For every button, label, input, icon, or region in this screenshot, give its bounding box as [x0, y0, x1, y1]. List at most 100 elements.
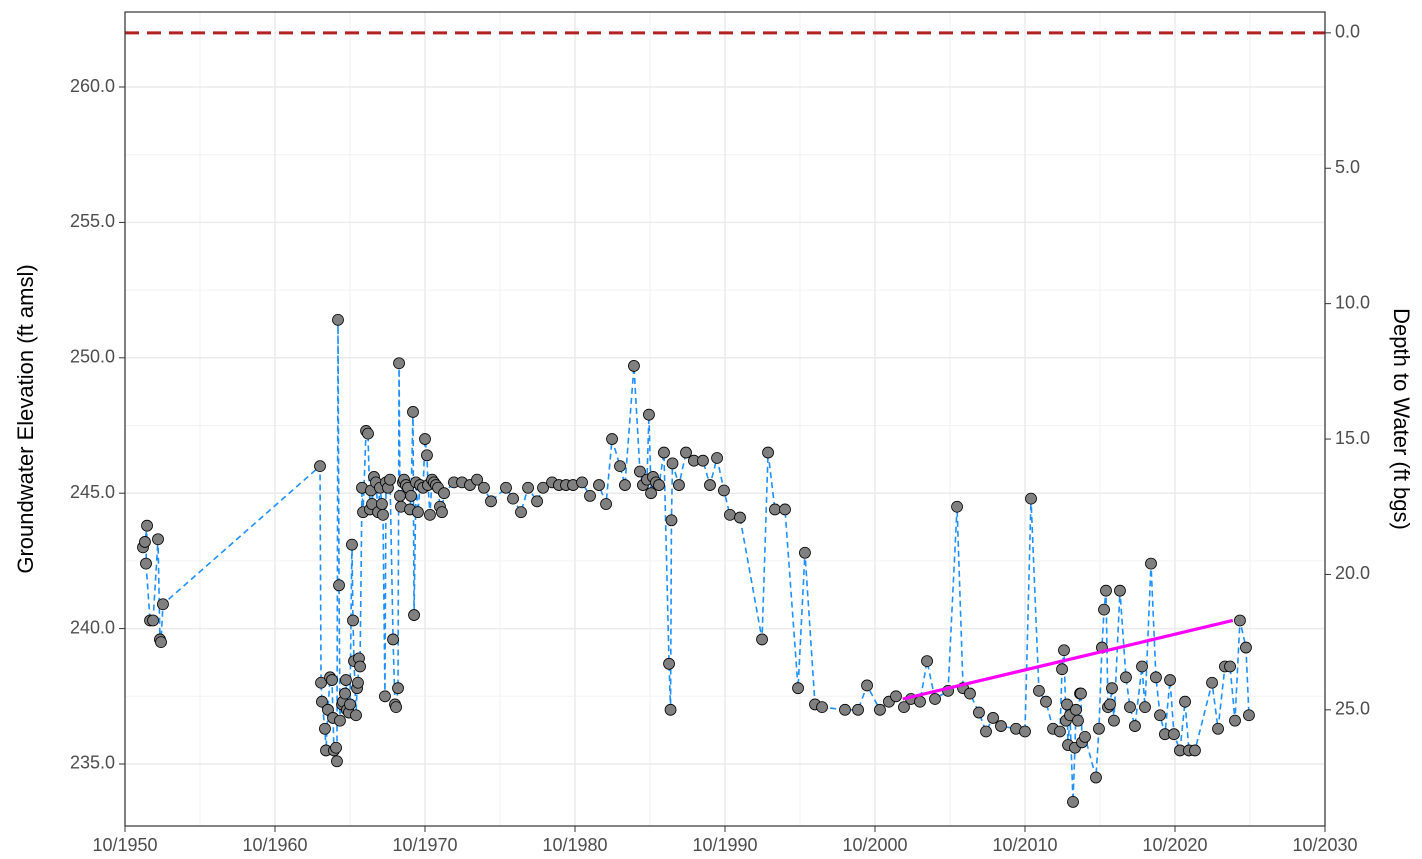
- y-tick-label: 240.0: [70, 617, 115, 637]
- data-point: [628, 360, 640, 372]
- data-point: [606, 433, 618, 445]
- data-point: [1108, 714, 1120, 727]
- data-point: [1104, 698, 1116, 711]
- data-point: [874, 703, 886, 716]
- data-point: [147, 614, 159, 627]
- data-point: [1033, 684, 1045, 697]
- data-point: [1058, 644, 1070, 657]
- data-point: [584, 490, 596, 502]
- data-point: [139, 536, 151, 548]
- y2-axis-title: Depth to Water (ft bgs): [1389, 308, 1414, 530]
- data-point: [1019, 725, 1031, 738]
- y2-tick-label: 0.0: [1335, 22, 1360, 42]
- data-point: [576, 476, 588, 489]
- data-point: [319, 722, 331, 735]
- series-line: [902, 618, 1234, 701]
- data-point: [852, 703, 864, 716]
- data-point: [1240, 641, 1252, 654]
- x-tick-label: 10/2030: [1292, 835, 1357, 855]
- data-point: [614, 460, 626, 473]
- data-point: [421, 449, 433, 462]
- data-point: [680, 446, 692, 459]
- data-point: [973, 706, 985, 719]
- data-point: [471, 473, 483, 486]
- data-point: [914, 695, 926, 708]
- data-point: [1025, 492, 1037, 505]
- x-tick-label: 10/1960: [242, 835, 307, 855]
- data-point: [379, 690, 391, 703]
- data-point: [1072, 714, 1084, 727]
- data-point: [1093, 722, 1105, 735]
- data-point: [394, 490, 406, 502]
- data-point: [724, 508, 736, 521]
- data-point: [645, 487, 657, 500]
- data-point: [152, 533, 164, 546]
- data-point: [141, 519, 153, 532]
- data-point: [762, 446, 774, 459]
- data-point: [376, 498, 388, 510]
- data-point: [1212, 722, 1224, 735]
- data-point: [1168, 728, 1180, 741]
- data-point: [1154, 709, 1166, 722]
- data-point: [384, 473, 396, 486]
- data-point: [140, 557, 152, 570]
- data-point: [350, 709, 362, 722]
- data-point: [408, 609, 420, 621]
- data-point: [331, 755, 343, 768]
- data-point: [314, 460, 326, 473]
- data-point: [643, 408, 655, 421]
- data-point: [377, 508, 389, 521]
- data-point: [634, 465, 646, 478]
- data-point: [332, 313, 344, 326]
- data-point: [816, 701, 828, 714]
- data-point: [1120, 671, 1132, 684]
- data-point: [1234, 614, 1246, 627]
- data-point: [663, 657, 675, 670]
- y2-tick-label: 5.0: [1335, 157, 1360, 177]
- data-point: [339, 687, 351, 700]
- data-point: [436, 506, 448, 519]
- y2-tick-label: 20.0: [1335, 563, 1370, 583]
- data-point: [352, 676, 364, 689]
- data-point: [921, 655, 933, 667]
- data-point: [1114, 584, 1126, 597]
- data-point: [1179, 695, 1191, 708]
- data-point: [1090, 771, 1102, 784]
- data-point: [792, 682, 804, 695]
- data-point: [658, 446, 670, 459]
- data-point: [531, 495, 543, 508]
- y-axis-title: Groundwater Elevation (ft amsl): [13, 264, 38, 573]
- y-tick-label: 260.0: [70, 76, 115, 96]
- data-point: [390, 701, 402, 714]
- data-point: [1139, 701, 1151, 714]
- data-point: [987, 712, 999, 724]
- data-point: [1079, 731, 1091, 743]
- data-point: [600, 498, 612, 510]
- data-point: [697, 454, 709, 467]
- data-point: [515, 506, 527, 519]
- data-point: [500, 481, 512, 494]
- data-point: [1243, 709, 1255, 722]
- data-point: [1164, 674, 1176, 686]
- data-point: [1106, 682, 1118, 695]
- data-point: [347, 614, 359, 627]
- data-point: [1136, 660, 1148, 673]
- data-point: [1100, 584, 1112, 597]
- data-point: [407, 406, 419, 418]
- data-point: [507, 492, 519, 505]
- data-point: [839, 703, 851, 716]
- data-point: [1224, 660, 1236, 673]
- data-point: [522, 481, 534, 494]
- y-tick-label: 255.0: [70, 211, 115, 231]
- x-tick-label: 10/2020: [1142, 835, 1207, 855]
- data-point: [734, 511, 746, 524]
- data-point: [155, 636, 167, 649]
- x-tick-label: 10/1990: [692, 835, 757, 855]
- x-tick-label: 10/1980: [542, 835, 607, 855]
- data-point: [344, 698, 356, 711]
- x-tick-label: 10/1970: [392, 835, 457, 855]
- x-tick-label: 10/1950: [92, 835, 157, 855]
- data-point: [799, 546, 811, 559]
- data-point: [673, 479, 685, 491]
